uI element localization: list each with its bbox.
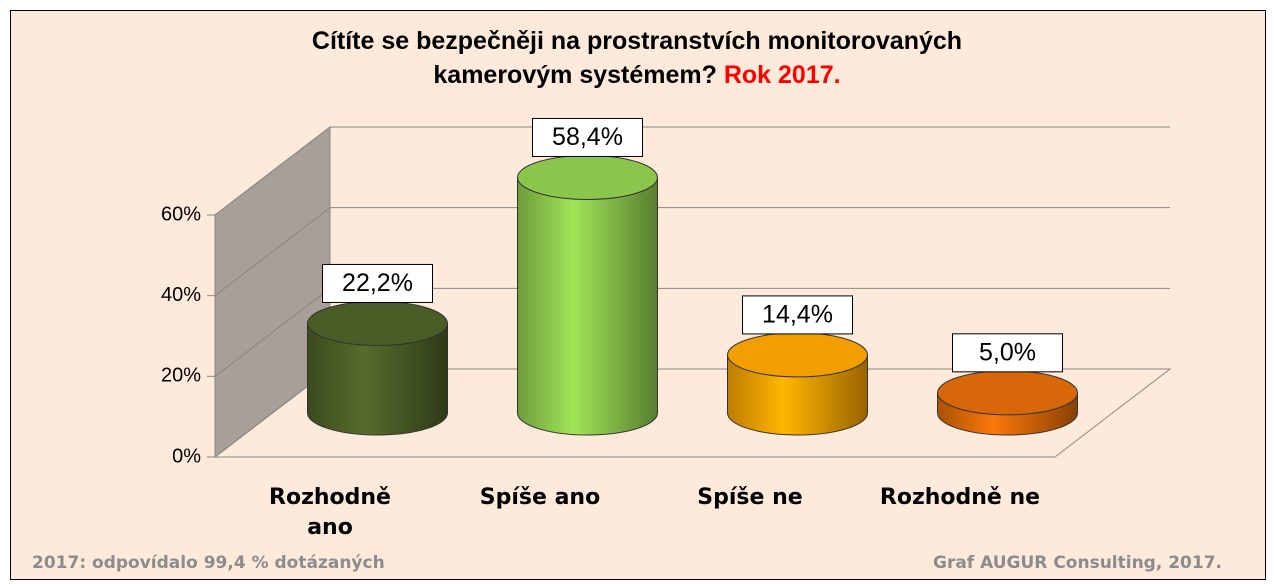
x-tick-label: Spíše ano <box>479 485 601 510</box>
x-tick-label: Rozhodně ne <box>879 485 1041 510</box>
value-label-box <box>952 333 1063 373</box>
value-label: 58,4% <box>552 123 623 151</box>
grid-line <box>214 207 331 297</box>
chart-title-block: Cítíte se bezpečněji na prostranstvích m… <box>0 24 1274 92</box>
bar-top <box>727 332 868 378</box>
grid-line <box>214 126 331 216</box>
chart-title: Cítíte se bezpečněji na prostranstvích m… <box>311 27 963 89</box>
y-tick-label: 20% <box>161 365 201 387</box>
value-label-box <box>532 117 643 157</box>
title-highlight: Rok 2017. <box>723 61 841 89</box>
bar <box>307 322 448 436</box>
value-label: 5,0% <box>979 338 1036 366</box>
footnote-right: Graf AUGUR Consulting, 2017. <box>932 553 1222 573</box>
x-tick-label: Spíše ne <box>697 485 803 510</box>
x-tick-label: Rozhodně ano <box>269 485 391 540</box>
value-label-box <box>322 263 433 303</box>
bar-top <box>937 370 1078 416</box>
bar <box>517 176 658 436</box>
value-label: 22,2% <box>342 269 413 297</box>
y-tick-label: 40% <box>161 284 201 306</box>
footnote-left: 2017: odpovídalo 99,4 % dotázaných <box>32 553 385 573</box>
value-label: 14,4% <box>762 301 833 329</box>
bar <box>727 354 868 436</box>
bar-top <box>517 154 658 200</box>
value-label-box <box>742 295 853 335</box>
y-tick-label: 60% <box>161 203 201 225</box>
grid-line <box>214 287 331 377</box>
y-tick-label: 0% <box>172 445 201 467</box>
bar-top <box>307 300 448 346</box>
